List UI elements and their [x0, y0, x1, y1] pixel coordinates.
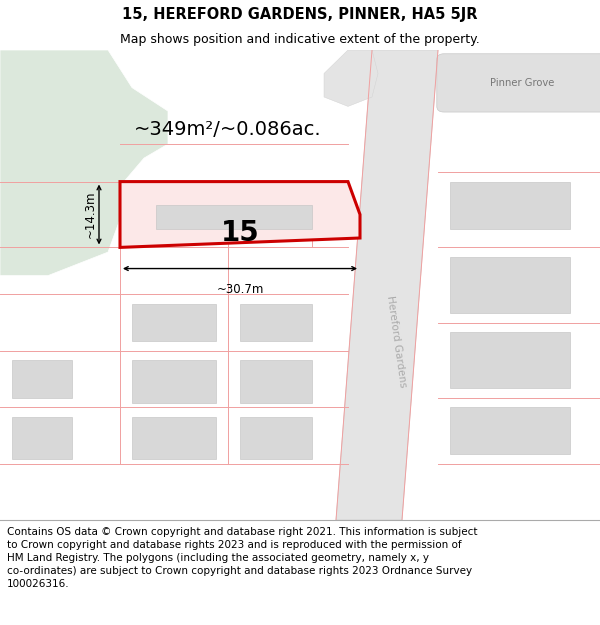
Polygon shape: [12, 417, 72, 459]
Polygon shape: [0, 50, 168, 276]
FancyBboxPatch shape: [437, 54, 600, 112]
Text: ~30.7m: ~30.7m: [217, 282, 263, 296]
Text: ~349m²/~0.086ac.: ~349m²/~0.086ac.: [134, 121, 322, 139]
Polygon shape: [240, 360, 312, 403]
Polygon shape: [240, 304, 312, 341]
Polygon shape: [336, 50, 438, 520]
Polygon shape: [450, 332, 570, 388]
Polygon shape: [240, 417, 312, 459]
Text: ~14.3m: ~14.3m: [83, 191, 97, 238]
Polygon shape: [132, 417, 216, 459]
Text: Contains OS data © Crown copyright and database right 2021. This information is : Contains OS data © Crown copyright and d…: [7, 528, 478, 589]
Text: Map shows position and indicative extent of the property.: Map shows position and indicative extent…: [120, 32, 480, 46]
Polygon shape: [450, 408, 570, 454]
Polygon shape: [324, 50, 378, 106]
Polygon shape: [132, 360, 216, 403]
Polygon shape: [450, 257, 570, 313]
Text: 15, HEREFORD GARDENS, PINNER, HA5 5JR: 15, HEREFORD GARDENS, PINNER, HA5 5JR: [122, 6, 478, 21]
Text: Hereford Gardens: Hereford Gardens: [385, 295, 407, 388]
Polygon shape: [12, 360, 72, 398]
Polygon shape: [132, 304, 216, 341]
Polygon shape: [156, 205, 312, 229]
Text: Pinner Grove: Pinner Grove: [490, 78, 554, 88]
Polygon shape: [450, 182, 570, 229]
Text: 15: 15: [221, 219, 259, 248]
Polygon shape: [120, 182, 360, 248]
